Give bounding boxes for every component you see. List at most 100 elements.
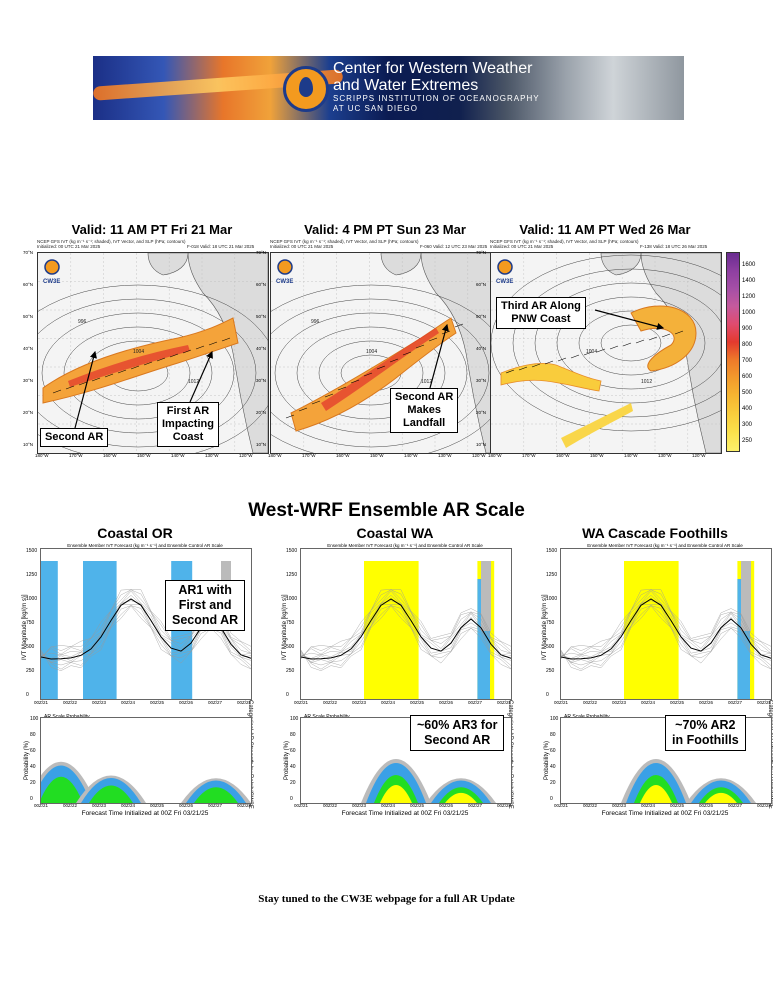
ivt-colorbar	[726, 252, 740, 452]
prob-x-tick: 00Z/23	[352, 803, 367, 808]
ensemble-member-line	[301, 590, 511, 657]
prob-y-tick: 60	[550, 748, 556, 754]
ivt-x-tick: 00Z/23	[92, 700, 107, 705]
ivt-vector	[324, 393, 334, 398]
ensemble-member-line	[561, 605, 771, 671]
map-title-3: Valid: 11 AM PT Wed 26 Mar	[519, 222, 691, 237]
ensemble-member-line	[561, 589, 771, 658]
prob-y-tick: 20	[30, 780, 36, 786]
cw3e-logo	[283, 66, 329, 112]
ivt-x-tick: 00Z/21	[294, 700, 309, 705]
map-callout-2-1: Second AR Makes Landfall	[390, 388, 459, 433]
isobar-label: 1004	[133, 349, 144, 355]
prob-y-tick: 60	[290, 748, 296, 754]
lat-tick-label: 50°N	[476, 314, 487, 319]
isobar-label: 1012	[641, 379, 652, 385]
ivt-y-tick: 1500	[26, 548, 38, 554]
footer-note: Stay tuned to the CW3E webpage for a ful…	[258, 893, 515, 905]
ivt-x-tick: 00Z/25	[150, 700, 165, 705]
map-meta-2: NCEP GFS IVT (kg m⁻¹ s⁻¹; shaded), IVT V…	[270, 239, 419, 244]
colorbar-tick-label: 250	[742, 438, 753, 444]
lon-tick-label: 180°W	[35, 453, 49, 458]
ivt-vector	[609, 345, 619, 350]
ensemble-member-line	[301, 604, 511, 670]
ensemble-member-line	[561, 590, 771, 657]
ensemble-member-line	[561, 605, 771, 666]
ivt-vector	[104, 373, 114, 378]
ivt-y-tick: 750	[546, 620, 555, 626]
lat-tick-label: 70°N	[23, 250, 34, 255]
ensemble-mean-line	[301, 598, 511, 660]
lat-tick-label: 70°N	[256, 250, 267, 255]
cw3e-mini-label: CW3E	[43, 279, 60, 285]
ivt-x-tick: 00Z/28	[497, 700, 512, 705]
ivt-y-tick: 0	[286, 692, 289, 698]
ivt-x-tick: 00Z/27	[468, 700, 483, 705]
ensemble-mean-line	[561, 598, 771, 660]
isobar-label: 996	[78, 319, 87, 325]
ivt-x-tick: 00Z/21	[34, 700, 49, 705]
ensemble-member-line	[301, 605, 511, 666]
alaska-land	[600, 253, 642, 276]
ivt-y-tick: 250	[286, 668, 295, 674]
ivt-y-label: IVT Magnitude [kg/(m s)]	[22, 594, 28, 660]
banner-line-1: Center for Western Weather	[333, 60, 533, 77]
ivt-plot-3	[560, 548, 772, 700]
ivt-y-tick: 1500	[546, 548, 558, 554]
lat-tick-label: 10°N	[476, 442, 487, 447]
ivt-vector	[156, 357, 166, 362]
ivt-vector	[389, 358, 399, 363]
prob-plot-svg-1	[41, 761, 251, 803]
prob-plot-svg-2	[361, 759, 496, 803]
plot-header: Ensemble Member IVT Forecast (kg m⁻¹ s⁻¹…	[327, 543, 483, 548]
isobar-contour	[41, 312, 235, 434]
ar-category-band	[624, 561, 679, 699]
prob-x-tick: 00Z/21	[554, 803, 569, 808]
map-title-1: Valid: 11 AM PT Fri 21 Mar	[71, 222, 233, 237]
lon-tick-label: 170°W	[522, 453, 536, 458]
cw3e-mini-logo	[277, 259, 293, 275]
ivt-vector	[518, 366, 528, 371]
lon-tick-label: 150°W	[137, 453, 151, 458]
ar-category-band-gray	[481, 561, 491, 631]
ivt-y-tick: 1000	[26, 596, 38, 602]
ivt-vector	[674, 330, 684, 335]
cw3e-mini-label: CW3E	[276, 279, 293, 285]
ivt-vector	[570, 354, 580, 359]
colorbar-tick-label: 1600	[742, 262, 756, 268]
ivt-x-tick: 00Z/26	[179, 700, 194, 705]
cw3e-mini-logo	[44, 259, 60, 275]
colorbar-tick-label: 1200	[742, 294, 756, 300]
prob-x-tick: 00Z/28	[497, 803, 512, 808]
prob-x-tick: 00Z/25	[410, 803, 425, 808]
lon-tick-label: 150°W	[590, 453, 604, 458]
lat-tick-label: 70°N	[476, 250, 487, 255]
plot-header: Ensemble Member IVT Forecast (kg m⁻¹ s⁻¹…	[587, 543, 743, 548]
lat-tick-label: 30°N	[23, 378, 34, 383]
ivt-x-tick: 00Z/24	[381, 700, 396, 705]
prob-y-tick: 100	[550, 716, 559, 722]
ensemble-member-line	[561, 589, 771, 660]
ar-category-band	[41, 561, 58, 699]
forecast-init-label: Forecast Time Initialized at 00Z Fri 03/…	[341, 810, 469, 817]
prob-x-tick: 00Z/21	[294, 803, 309, 808]
isobar-label: 1012	[421, 379, 432, 385]
plot-header: Ensemble Member IVT Forecast (kg m⁻¹ s⁻¹…	[67, 543, 223, 548]
lon-tick-label: 160°W	[556, 453, 570, 458]
ivt-vector	[182, 349, 192, 354]
colorbar-tick-label: 800	[742, 342, 753, 348]
ivt-y-tick: 750	[286, 620, 295, 626]
lat-tick-label: 60°N	[476, 282, 487, 287]
prob-y-tick: 0	[290, 796, 293, 802]
ensemble-member-line	[301, 595, 511, 659]
ivt-y-tick: 1000	[286, 596, 298, 602]
ivt-vector	[285, 414, 295, 419]
ivt-vector	[195, 345, 205, 350]
ivt-plot-2	[300, 548, 512, 700]
prob-x-tick: 00Z/28	[757, 803, 772, 808]
lon-tick-label: 180°W	[488, 453, 502, 458]
colorbar-tick-label: 300	[742, 422, 753, 428]
lat-tick-label: 20°N	[23, 410, 34, 415]
ivt-x-tick: 00Z/27	[728, 700, 743, 705]
ivt-map-svg-1: CW3E 996 1004 1012	[38, 253, 268, 453]
